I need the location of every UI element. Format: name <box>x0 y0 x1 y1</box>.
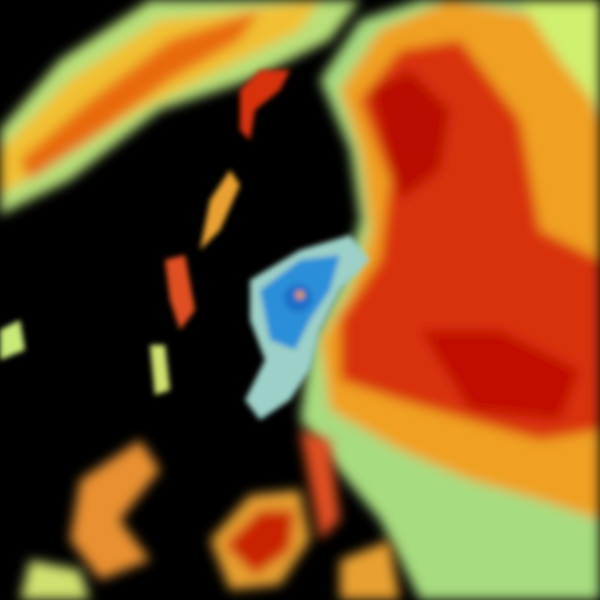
echo-core <box>300 430 340 540</box>
echo-arc <box>150 345 170 395</box>
echo-peak <box>370 70 450 200</box>
echo-arc <box>0 320 25 360</box>
echo-center <box>245 235 370 420</box>
echo-mid <box>340 540 400 600</box>
echo-center-dot <box>296 291 304 299</box>
echo-bottom <box>20 430 400 600</box>
echo-arc <box>200 170 240 250</box>
echo-right-mass <box>300 0 600 600</box>
echo-arc <box>240 70 290 140</box>
echo-top-left <box>0 0 360 215</box>
echo-mid <box>70 440 160 580</box>
echo-core <box>20 10 260 180</box>
echo-edge <box>520 0 600 110</box>
echo-edge <box>0 0 360 215</box>
echo-edge <box>20 560 90 600</box>
echo-peak <box>420 330 580 420</box>
echo-arc <box>165 255 195 330</box>
echo-left-arcs <box>0 70 290 395</box>
echo-core <box>225 510 295 575</box>
